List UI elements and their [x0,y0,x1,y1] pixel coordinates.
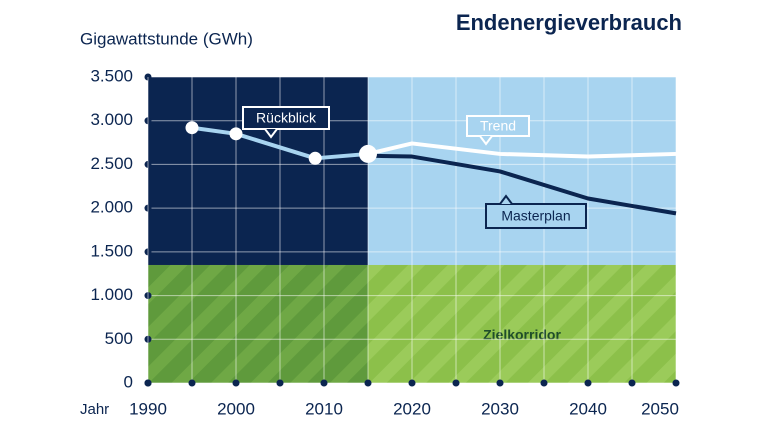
y-tick-label: 0 [124,372,133,391]
x-minor-dot [276,379,284,387]
legend-label: Rückblick [256,110,317,126]
legend-pointer [264,128,278,139]
point [185,121,199,135]
corridor-left [148,264,368,383]
legend-box [242,106,330,130]
legend-pointer [479,135,493,146]
x-tick-dot [496,379,504,387]
x-tick-dot [144,379,152,387]
x-tick-label: 2050 [641,399,679,418]
x-tick-label: 1990 [129,399,167,418]
x-tick-dot [408,379,416,387]
x-minor-dot [628,379,636,387]
legend-label: Masterplan [501,208,570,224]
point [229,127,243,141]
x-minor-dot [452,379,460,387]
y-tick-label: 3.500 [90,66,133,85]
legend-label: Trend [480,118,516,134]
legend-box [466,115,530,137]
x-minor-dot [188,379,196,387]
x-tick-label: 2010 [305,399,343,418]
legend-box [485,203,587,229]
x-minor-dot [540,379,548,387]
corridor-label: Zielkorridor [483,327,561,343]
x-tick-label: 2020 [393,399,431,418]
chart-title: Endenergieverbrauch [456,10,682,35]
series-line [367,141,677,159]
x-tick-dot [584,379,592,387]
x-tick-dot [232,379,240,387]
y-tick-label: 1.500 [90,241,133,260]
point [308,151,322,165]
y-tick-label: 1.000 [90,285,133,304]
y-axis-label: Gigawattstunde (GWh) [80,29,253,48]
corridor-right [368,264,676,383]
x-tick-label: 2000 [217,399,255,418]
x-tick-label: 2040 [569,399,607,418]
x-tick-dot [672,379,680,387]
series-line [367,153,677,216]
y-tick-label: 2.500 [90,154,133,173]
x-axis-label: Jahr [80,401,109,418]
y-tick-label: 500 [105,329,133,348]
legend-pointer [499,194,513,205]
y-tick-label: 3.000 [90,110,133,129]
x-minor-dot [364,379,372,387]
series-line [191,125,369,161]
x-tick-label: 2030 [481,399,519,418]
point [359,144,377,163]
x-tick-dot [320,379,328,387]
y-tick-label: 2.000 [90,198,133,217]
